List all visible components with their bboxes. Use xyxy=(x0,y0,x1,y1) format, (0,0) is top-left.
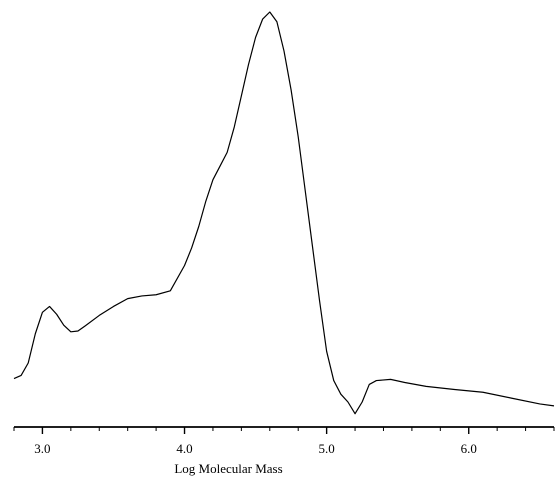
x-axis: 3.0 4.0 5.0 6.0 Log Molecular Mass xyxy=(13,426,555,476)
molecular-mass-distribution-curve xyxy=(13,11,555,415)
x-axis-title: Log Molecular Mass xyxy=(174,461,282,476)
x-tick-label: 5.0 xyxy=(319,441,335,456)
x-tick-label: 4.0 xyxy=(176,441,192,456)
x-major-ticks xyxy=(41,427,470,434)
x-tick-label: 6.0 xyxy=(461,441,477,456)
x-tick-labels: 3.0 4.0 5.0 6.0 xyxy=(34,441,477,456)
plot-area xyxy=(13,11,555,415)
x-minor-ticks xyxy=(13,427,555,431)
x-tick-label: 3.0 xyxy=(34,441,50,456)
